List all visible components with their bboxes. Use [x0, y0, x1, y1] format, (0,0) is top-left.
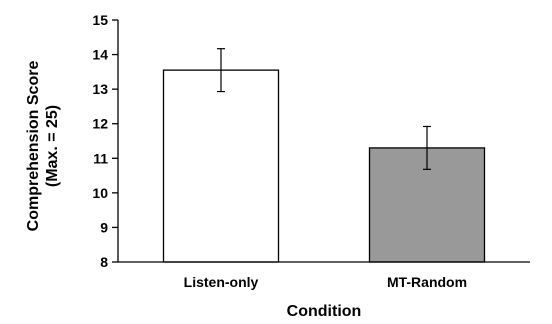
- y-axis-title-line-1: Comprehension Score: [25, 61, 42, 232]
- y-tick-label: 13: [92, 81, 108, 97]
- x-axis-title: Condition: [287, 303, 362, 320]
- y-tick-label: 14: [92, 47, 108, 63]
- bars: [162, 69, 486, 263]
- x-category-label: MT-Random: [387, 274, 467, 290]
- y-axis-title-line-2: (Max. = 25): [44, 105, 61, 187]
- y-tick-label: 11: [93, 150, 108, 166]
- y-tick-label: 12: [92, 116, 108, 132]
- x-category-label: Listen-only: [184, 274, 259, 290]
- y-axis-title: Comprehension Score (Max. = 25): [25, 61, 61, 232]
- y-tick-label: 9: [100, 219, 108, 235]
- y-tick-label: 10: [92, 185, 108, 201]
- bar-listen-only: [162, 69, 280, 263]
- y-tick-label: 8: [100, 254, 108, 270]
- error-bars: [217, 48, 431, 170]
- y-tick-label: 15: [92, 12, 108, 28]
- x-axis-labels: Listen-only MT-Random: [184, 274, 467, 290]
- y-axis-ticks: 8 9 10 11 12 13 14 15: [92, 12, 118, 270]
